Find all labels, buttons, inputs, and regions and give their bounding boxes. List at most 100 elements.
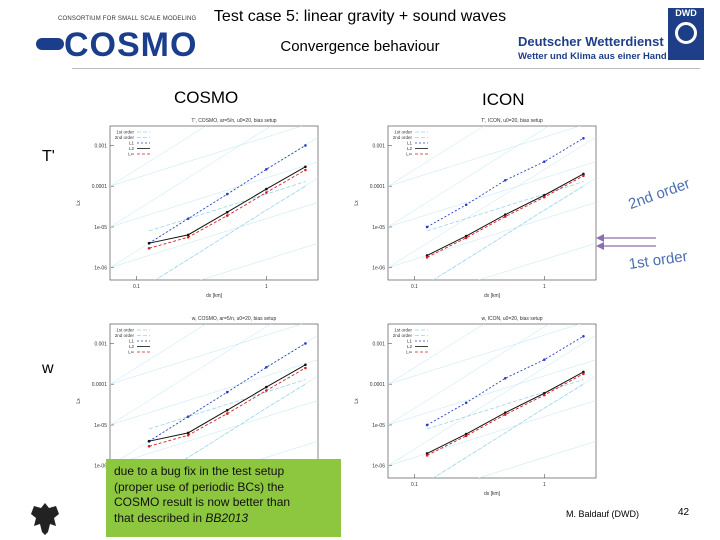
- note-line-4: that described in BB2013: [114, 511, 333, 527]
- order-reference-line: [110, 126, 272, 228]
- row-label-w: w: [42, 360, 54, 377]
- series-line: [148, 379, 306, 430]
- order-reference-line: [388, 126, 550, 228]
- order-reference-line: [110, 324, 303, 385]
- series-line: [148, 181, 306, 232]
- order-reference-line: [388, 126, 581, 187]
- series-line: [148, 166, 306, 244]
- data-point: [543, 195, 546, 199]
- order-reference-line: [388, 359, 596, 426]
- data-point: [304, 144, 307, 147]
- y-axis-label: Lx: [76, 398, 82, 404]
- order-reference-line: [388, 324, 485, 385]
- series-line: [148, 367, 306, 447]
- data-point: [186, 217, 190, 220]
- data-point: [503, 411, 507, 414]
- series-line: [426, 181, 584, 232]
- series-line: [426, 379, 584, 430]
- legend-label: 1st order: [116, 328, 134, 333]
- note-line-1: due to a bug fix in the test setup: [114, 464, 285, 478]
- chart-0: T', COSMO, ar=5/n, u0=20, bias setup 0.00…: [76, 118, 319, 299]
- data-point: [425, 256, 429, 259]
- plot-frame: [387, 125, 597, 281]
- data-point: [464, 434, 468, 438]
- data-point: [265, 389, 268, 392]
- order-reference-line: [110, 324, 272, 426]
- data-point: [464, 236, 468, 240]
- swirl-icon: [675, 22, 697, 44]
- series-line: [148, 169, 306, 249]
- data-point: [503, 376, 507, 380]
- data-point: [186, 431, 190, 435]
- legend-label: 1st order: [394, 130, 412, 135]
- plot-title: w, COSMO, ar=5/n, u0=20, bias setup: [192, 316, 277, 322]
- legend-label: 2nd order: [115, 333, 135, 338]
- order-reference-line: [110, 161, 318, 228]
- y-tick-label: 1e-05: [94, 225, 107, 231]
- y-tick-label: 1e-05: [372, 423, 385, 429]
- y-axis-label: Lx: [354, 200, 360, 206]
- order-reference-line: [388, 202, 596, 268]
- order-reference-line: [388, 126, 485, 187]
- series-line: [154, 185, 306, 280]
- y-tick-label: 1e-05: [372, 225, 385, 231]
- data-point: [304, 342, 307, 345]
- series-line: [426, 137, 584, 228]
- y-tick-label: 0.001: [94, 143, 107, 149]
- bugfix-note: due to a bug fix in the test setup (prop…: [106, 459, 341, 537]
- legend-label: L2: [407, 344, 413, 349]
- plot-frame: [109, 125, 319, 281]
- legend-label: L1: [129, 141, 135, 146]
- order-reference-line: [110, 400, 318, 466]
- x-axis-label: dx [km]: [484, 491, 501, 497]
- federal-eagle-icon: [31, 503, 59, 535]
- column-label-icon: ICON: [482, 90, 525, 109]
- legend-label: L∞: [406, 152, 412, 157]
- legend-label: L∞: [406, 350, 412, 355]
- note-line-4-plain: that described in: [114, 510, 206, 525]
- y-tick-label: 0.0001: [370, 184, 386, 190]
- legend-label: L2: [129, 344, 135, 349]
- y-tick-label: 1e-06: [372, 266, 385, 272]
- y-tick-label: 1e-06: [94, 266, 107, 272]
- order-reference-line: [388, 334, 596, 466]
- cosmo-wordmark: COSMO: [64, 26, 198, 64]
- order-reference-line: [477, 242, 596, 280]
- plot-frame: [387, 323, 597, 479]
- legend-label: L1: [407, 339, 413, 344]
- data-point: [147, 439, 151, 443]
- data-point: [186, 433, 190, 437]
- plot-tprime-icon: T', ICON, u0=20, bias setup 0.001 0.0001 1e…: [354, 118, 597, 299]
- plot-w-icon: w, ICON, u0=20, bias setup 0.001 0.0001 1e-…: [354, 316, 597, 497]
- data-point: [582, 136, 585, 140]
- reference-lines: [110, 126, 318, 280]
- data-point: [543, 358, 546, 361]
- data-point: [425, 225, 429, 229]
- plot-frame: [109, 323, 319, 479]
- data-point: [225, 192, 229, 196]
- cosmo-consortium-text: CONSORTIUM FOR SMALL SCALE MODELING: [58, 16, 197, 22]
- data-point: [225, 390, 229, 394]
- series-group: [147, 144, 307, 280]
- dwd-tagline: Wetter und Klima aus einer Hand: [518, 51, 667, 62]
- footer-author: M. Baldauf (DWD): [566, 509, 640, 519]
- y-axis-label: Lx: [354, 398, 360, 404]
- order-reference-line: [388, 324, 581, 385]
- order-reference-line: [477, 440, 596, 478]
- data-point: [543, 393, 546, 397]
- order-reference-line: [388, 400, 596, 466]
- page-number: 42: [678, 507, 690, 518]
- legend-label: L∞: [128, 350, 134, 355]
- order-reference-line: [110, 126, 303, 187]
- order-reference-line: [110, 359, 318, 426]
- x-tick-label: 1: [543, 284, 546, 290]
- series-line: [426, 175, 584, 258]
- series-line: [426, 373, 584, 456]
- series-line: [432, 383, 584, 478]
- x-tick-label: 1: [265, 284, 268, 290]
- data-point: [265, 365, 268, 369]
- data-point: [186, 233, 190, 237]
- y-tick-label: 0.0001: [370, 382, 386, 388]
- globe-icon: [36, 38, 64, 50]
